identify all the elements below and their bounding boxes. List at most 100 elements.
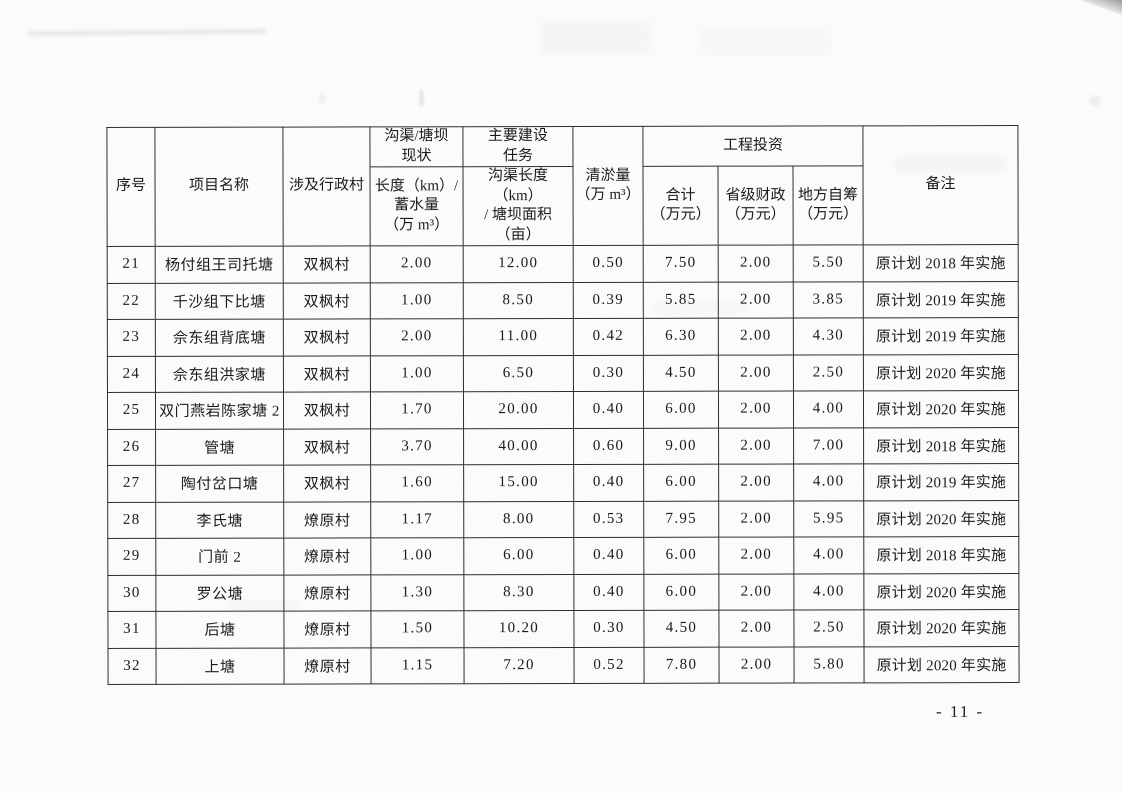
- cell-project-name: 门前 2: [155, 538, 284, 575]
- table-row: 31 后塘 燎原村 1.50 10.20 0.30 4.50 2.00 2.50…: [107, 609, 1020, 648]
- header-row-1: 序号 项目名称 涉及行政村 沟渠/塘坝 现状 主要建设 任务 清淤量 （万 m³…: [106, 125, 1019, 247]
- cell-invest-provincial: 2.00: [718, 464, 794, 501]
- cell-no: 25: [107, 392, 156, 429]
- cell-task-length: 8.00: [463, 500, 574, 538]
- cell-dredge-volume: 0.30: [573, 354, 644, 392]
- cell-status-length: 1.30: [370, 574, 464, 611]
- cell-no: 29: [107, 538, 156, 575]
- header-no: 序号: [106, 127, 156, 247]
- cell-invest-provincial: 2.00: [718, 354, 794, 392]
- cell-invest-provincial: 2.00: [718, 245, 794, 282]
- cell-invest-provincial: 2.00: [718, 610, 795, 647]
- cell-task-length: 10.20: [463, 610, 575, 648]
- cell-remark: 原计划 2018 年实施: [863, 427, 1019, 464]
- scan-artifact: [27, 28, 267, 37]
- table-row: 25 双门燕岩陈家塘 2 双枫村 1.70 20.00 0.40 6.00 2.…: [107, 390, 1019, 429]
- header-invest-total: 合计 （万元）: [643, 166, 719, 246]
- table-row: 27 陶付岔口塘 双枫村 1.60 15.00 0.40 6.00 2.00 4…: [107, 463, 1019, 502]
- header-task-group: 主要建设 任务: [462, 126, 574, 167]
- cell-status-length: 1.17: [370, 501, 464, 538]
- cell-status-length: 1.70: [370, 391, 464, 429]
- cell-invest-provincial: 2.00: [718, 500, 794, 538]
- header-invest-group: 工程投资: [642, 125, 863, 167]
- cell-status-length: 2.00: [370, 318, 464, 356]
- cell-dredge-volume: 0.52: [574, 646, 645, 684]
- header-village: 涉及行政村: [282, 126, 371, 247]
- cell-invest-local: 7.00: [793, 427, 864, 465]
- cell-project-name: 后塘: [155, 611, 285, 648]
- cell-invest-total: 7.80: [644, 646, 720, 684]
- scan-artifact: [320, 92, 324, 104]
- page-number: - 11 -: [936, 702, 985, 721]
- cell-task-length: 11.00: [463, 318, 574, 356]
- cell-task-length: 15.00: [463, 464, 574, 502]
- header-invest-local: 地方自筹 （万元）: [793, 165, 864, 246]
- cell-task-length: 6.50: [463, 354, 574, 392]
- cell-task-length: 8.30: [463, 573, 574, 611]
- cell-project-name: 佘东组洪家塘: [155, 355, 284, 393]
- scan-artifact: [420, 90, 423, 106]
- scan-artifact: [1090, 96, 1100, 106]
- cell-dredge-volume: 0.40: [573, 573, 644, 611]
- cell-village: 双枫村: [283, 464, 371, 502]
- scan-artifact: [540, 20, 650, 54]
- header-invest-provincial: 省级财政 （万元）: [718, 166, 794, 246]
- cell-status-length: 1.60: [370, 464, 464, 502]
- cell-village: 双枫村: [283, 318, 371, 356]
- cell-invest-provincial: 2.00: [718, 318, 794, 355]
- cell-no: 32: [108, 647, 157, 685]
- cell-project-name: 杨付组王司托塘: [155, 246, 284, 283]
- cell-task-length: 40.00: [463, 427, 574, 465]
- table-row: 21 杨付组王司托塘 双枫村 2.00 12.00 0.50 7.50 2.00…: [107, 244, 1019, 283]
- cell-project-name: 李氏塘: [155, 501, 284, 539]
- cell-project-name: 上塘: [156, 647, 285, 685]
- cell-status-length: 2.00: [370, 245, 464, 283]
- cell-remark: 原计划 2020 年实施: [863, 609, 1020, 647]
- cell-status-length: 1.50: [370, 610, 465, 648]
- cell-village: 双枫村: [283, 282, 371, 320]
- cell-task-length: 12.00: [463, 245, 574, 283]
- cell-village: 双枫村: [283, 245, 371, 283]
- cell-invest-provincial: 2.00: [719, 646, 795, 684]
- cell-village: 双枫村: [283, 355, 371, 393]
- page-corner-fold-artifact: [1080, 0, 1122, 15]
- cell-remark: 原计划 2019 年实施: [863, 281, 1019, 318]
- cell-no: 27: [107, 465, 156, 502]
- cell-project-name: 佘东组背底塘: [155, 319, 284, 356]
- cell-remark: 原计划 2020 年实施: [863, 573, 1019, 610]
- cell-task-length: 7.20: [464, 646, 575, 684]
- cell-invest-local: 4.00: [793, 536, 864, 574]
- cell-invest-local: 5.50: [793, 244, 864, 282]
- table-row: 22 千沙组下比塘 双枫村 1.00 8.50 0.39 5.85 2.00 3…: [107, 281, 1019, 320]
- cell-remark: 原计划 2020 年实施: [863, 500, 1019, 537]
- cell-no: 21: [107, 246, 156, 283]
- cell-project-name: 陶付岔口塘: [155, 465, 284, 502]
- cell-status-length: 1.00: [370, 282, 464, 319]
- cell-project-name: 千沙组下比塘: [155, 282, 284, 320]
- header-project-name: 项目名称: [154, 127, 284, 247]
- cell-remark: 原计划 2018 年实施: [863, 536, 1019, 574]
- cell-remark: 原计划 2020 年实施: [863, 354, 1019, 391]
- header-task-sub: 沟渠长度（km） / 塘坝面积 （亩）: [463, 166, 574, 246]
- cell-invest-local: 2.50: [793, 354, 864, 392]
- cell-remark: 原计划 2018 年实施: [863, 244, 1019, 282]
- cell-village: 燎原村: [283, 610, 372, 648]
- cell-dredge-volume: 0.40: [573, 391, 644, 428]
- cell-dredge-volume: 0.40: [573, 464, 644, 501]
- cell-dredge-volume: 0.60: [573, 427, 644, 465]
- table-row: 30 罗公塘 燎原村 1.30 8.30 0.40 6.00 2.00 4.00…: [107, 573, 1019, 612]
- cell-invest-provincial: 2.00: [718, 391, 794, 428]
- cell-invest-provincial: 2.00: [718, 573, 794, 611]
- cell-dredge-volume: 0.53: [573, 500, 644, 538]
- cell-village: 燎原村: [284, 647, 372, 685]
- cell-invest-total: 9.00: [643, 427, 719, 465]
- cell-invest-local: 4.00: [793, 463, 864, 501]
- table-row: 24 佘东组洪家塘 双枫村 1.00 6.50 0.30 4.50 2.00 2…: [107, 354, 1019, 393]
- cell-no: 26: [107, 428, 156, 466]
- cell-status-length: 1.00: [370, 355, 464, 392]
- cell-invest-total: 6.00: [643, 391, 719, 428]
- cell-invest-total: 6.00: [643, 573, 719, 611]
- cell-village: 燎原村: [283, 501, 371, 539]
- header-status-sub: 长度（km）/ 蓄水量 （万 m³）: [370, 166, 464, 246]
- cell-invest-total: 6.00: [643, 537, 719, 574]
